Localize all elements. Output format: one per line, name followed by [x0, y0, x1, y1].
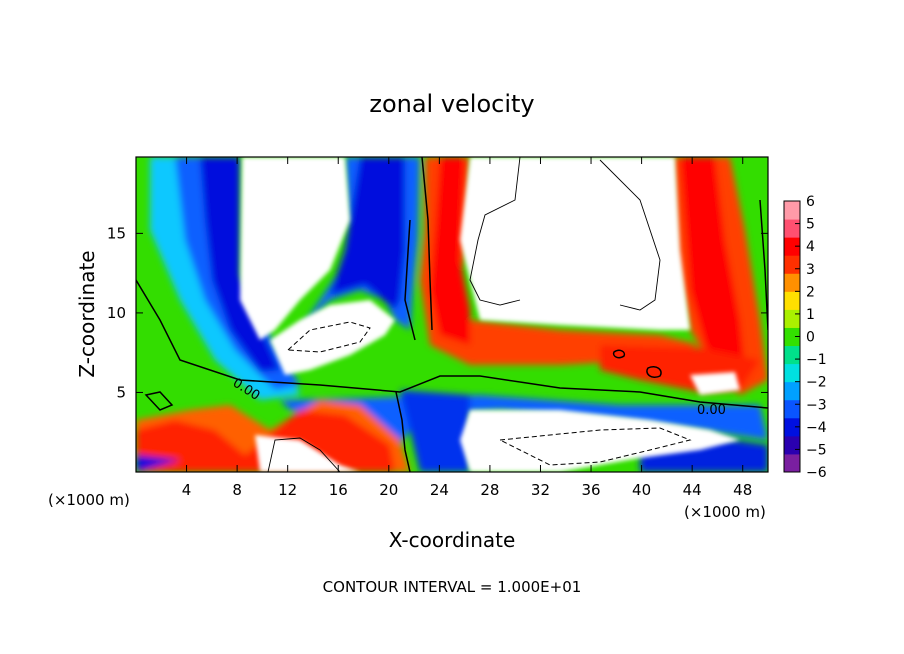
y-tick-label: 5: [116, 383, 126, 401]
colorbar-swatch: [784, 219, 800, 238]
colorbar-tick-label: −5: [806, 442, 827, 458]
x-unit-right: (×1000 m): [684, 503, 766, 521]
x-unit-left: (×1000 m): [48, 491, 130, 509]
colorbar-tick-label: 0: [806, 330, 815, 346]
contour-label: 0.00: [697, 403, 726, 418]
colorbar-swatch: [784, 453, 800, 473]
colorbar-tick-label: 5: [806, 217, 815, 233]
x-tick-label: 24: [430, 481, 449, 499]
y-axis-label: Z-coordinate: [75, 250, 99, 377]
colorbar-swatch: [784, 345, 800, 365]
colorbar-swatch: [784, 291, 800, 310]
colorbar-tick-label: −6: [806, 465, 827, 481]
x-tick-label: 16: [329, 481, 348, 499]
colorbar-swatch: [784, 273, 800, 292]
colorbar-swatch: [784, 327, 800, 347]
y-tick-label: 10: [107, 304, 126, 322]
x-tick-label: 8: [232, 481, 242, 499]
colorbar-tick-label: −3: [806, 397, 827, 413]
colorbar-swatch: [784, 417, 800, 437]
x-tick-label: 28: [480, 481, 499, 499]
colorbar-swatch: [784, 399, 800, 419]
y-tick-label: 15: [107, 224, 126, 242]
colorbar-swatch: [784, 237, 800, 256]
chart-title: zonal velocity: [369, 90, 534, 118]
colorbar-swatch: [784, 363, 800, 383]
contour-interval-note: CONTOUR INTERVAL = 1.000E+01: [323, 578, 582, 596]
plot-frame: [135, 156, 769, 473]
colorbar-tick-label: 6: [806, 194, 815, 210]
x-axis-ticks: 4 8 12 16 20 24 28 32 36 40 44 48: [182, 157, 752, 499]
x-tick-label: 36: [581, 481, 600, 499]
colorbar-swatch: [784, 309, 800, 328]
colorbar-tick-label: −1: [806, 352, 827, 368]
x-axis-label: X-coordinate: [389, 528, 516, 552]
x-tick-label: 32: [531, 481, 550, 499]
colorbar-tick-label: 3: [806, 262, 815, 278]
colorbar-tick-label: 2: [806, 284, 815, 300]
x-tick-label: 4: [182, 481, 192, 499]
colorbar-swatch: [784, 255, 800, 274]
x-tick-label: 44: [683, 481, 702, 499]
colorbar-tick-label: 4: [806, 239, 815, 255]
colorbar-tick-label: −2: [806, 375, 827, 391]
colorbar-tick-label: −4: [806, 420, 827, 436]
colorbar-tick-label: 1: [806, 307, 815, 323]
colorbar-swatch: [784, 201, 800, 220]
velocity-field: [136, 157, 768, 472]
x-tick-label: 40: [632, 481, 651, 499]
colorbar: 6 5 4 3 2 1 0 −1 −2 −3 −4 −5 −6: [783, 194, 827, 481]
colorbar-swatch: [784, 381, 800, 401]
x-tick-label: 20: [379, 481, 398, 499]
x-tick-label: 12: [278, 481, 297, 499]
colorbar-swatch: [784, 435, 800, 455]
x-tick-label: 48: [733, 481, 752, 499]
y-axis-ticks: 5 10 15: [107, 224, 768, 401]
